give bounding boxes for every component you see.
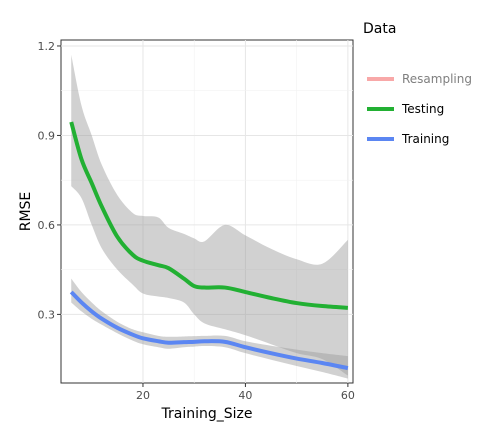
- confidence-band-testing: [71, 54, 348, 376]
- axes: 20 40 60 0.3 0.6 0.9 1.2: [38, 40, 355, 402]
- x-tick-label: 60: [341, 389, 355, 402]
- x-tick-label: 40: [238, 389, 252, 402]
- y-axis-title: RMSE: [18, 192, 34, 232]
- y-tick-label: 0.9: [38, 129, 56, 142]
- x-tick-label: 20: [136, 389, 150, 402]
- y-tick-label: 0.3: [38, 308, 56, 321]
- y-tick-label: 1.2: [38, 40, 56, 53]
- legend-label-testing: Testing: [401, 102, 444, 116]
- y-tick-label: 0.6: [38, 219, 56, 232]
- legend-label-resampling: Resampling: [402, 72, 472, 86]
- legend-title: Data: [363, 21, 396, 37]
- series-lines: [69, 121, 349, 371]
- series-line-testing: [69, 121, 349, 310]
- x-axis-title: Training_Size: [161, 406, 253, 422]
- legend-label-training: Training: [401, 132, 449, 146]
- grid-lines: [61, 40, 353, 383]
- series-line-training: [69, 290, 349, 371]
- legend: Data Resampling Testing Training: [363, 21, 472, 146]
